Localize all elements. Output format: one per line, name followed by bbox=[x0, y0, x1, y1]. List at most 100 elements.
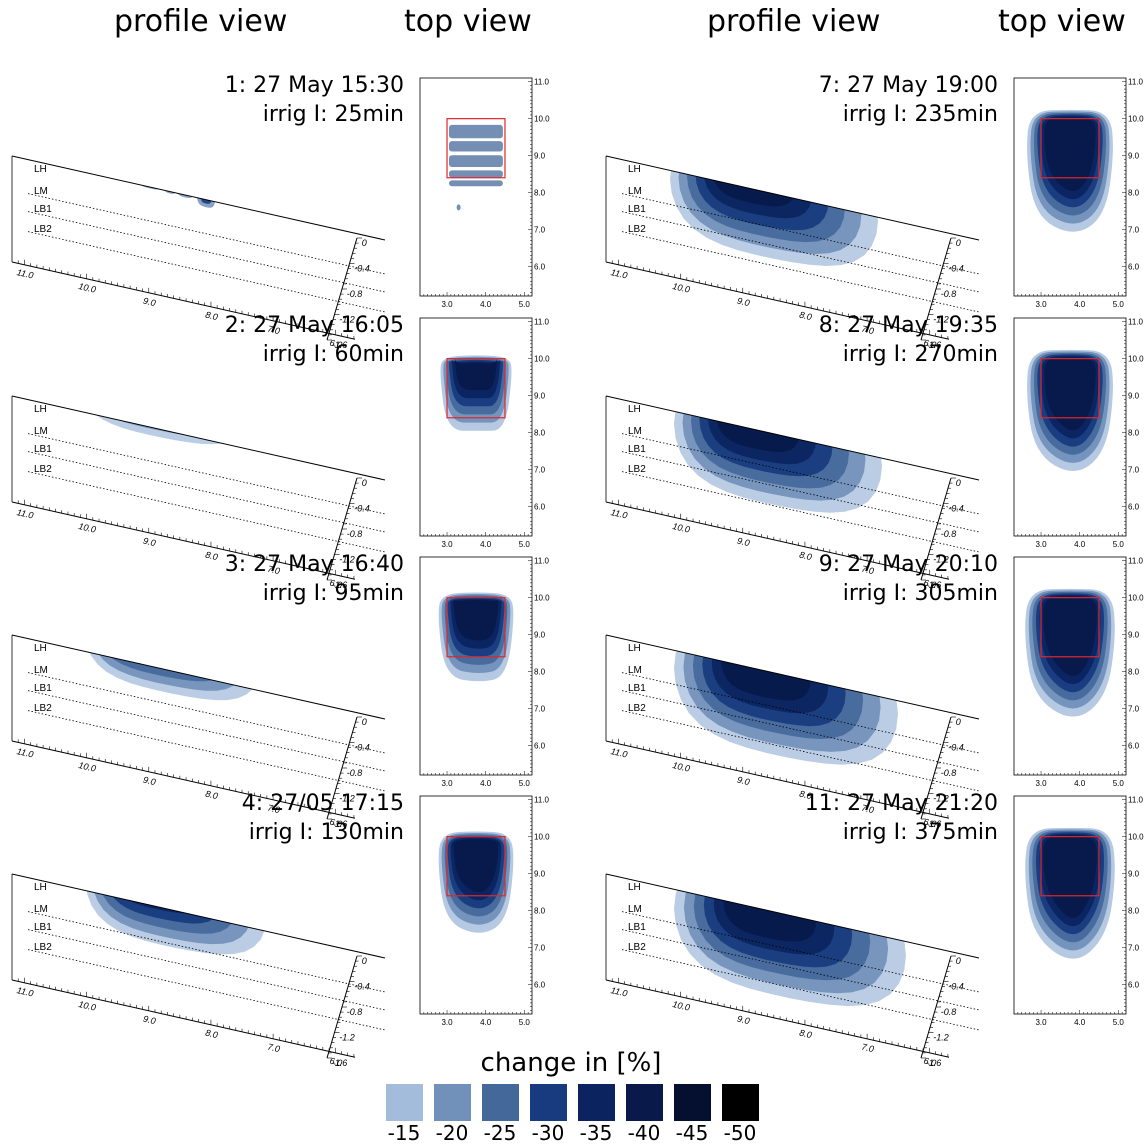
header-profile-view-left: profile view bbox=[114, 4, 288, 39]
irrigation-area-box bbox=[446, 836, 506, 897]
profile-depth-tick-label: -1.6 bbox=[926, 580, 942, 590]
top-x-tick-label: 5.0 bbox=[1113, 779, 1125, 788]
top-y-tick-label: 9.0 bbox=[1128, 152, 1140, 161]
top-y-tick-label: 7.0 bbox=[534, 943, 546, 952]
layer-boundary bbox=[27, 949, 386, 1031]
top-x-tick-label: 4.0 bbox=[1074, 779, 1086, 788]
profile-plume bbox=[674, 635, 898, 765]
top-y-tick-label: 9.0 bbox=[1128, 392, 1140, 401]
plume-contour bbox=[448, 141, 503, 152]
top-x-tick-label: 5.0 bbox=[519, 1018, 531, 1027]
top-y-tick-label: 11.0 bbox=[534, 557, 550, 566]
profile-depth-tick-label: -0.4 bbox=[354, 743, 370, 753]
profile-surface-line bbox=[605, 634, 980, 720]
plume-contour bbox=[448, 124, 503, 139]
profile-x-tick-label: 8.0 bbox=[204, 789, 218, 802]
profile-x-tick-label: 6.0 bbox=[329, 578, 343, 591]
top-y-tick-label: 6.0 bbox=[1128, 980, 1140, 989]
top-x-tick-label: 5.0 bbox=[1113, 540, 1125, 549]
layer-boundary bbox=[27, 929, 386, 1011]
layer-label-lb2: LB2 bbox=[34, 703, 52, 714]
profile-x-tick-label: 9.0 bbox=[142, 536, 156, 549]
layer-label-lm: LM bbox=[628, 904, 642, 915]
profile-depth-tick-label: -1.2 bbox=[339, 794, 355, 804]
top-x-tick-label: 4.0 bbox=[1074, 540, 1086, 549]
layer-boundary bbox=[621, 211, 980, 293]
plume-contour bbox=[453, 838, 499, 893]
profile-depth-tick-label: -0.8 bbox=[941, 1007, 957, 1017]
profile-surface-line bbox=[11, 634, 386, 720]
layer-label-lh: LH bbox=[34, 164, 47, 175]
irrigation-area-box bbox=[446, 597, 506, 658]
layer-boundary bbox=[621, 193, 980, 275]
profile-depth-tick-label: -0.4 bbox=[948, 264, 964, 274]
top-y-tick-label: 7.0 bbox=[1128, 943, 1140, 952]
profile-x-tick-label: 8.0 bbox=[204, 310, 218, 323]
legend-swatch bbox=[674, 1084, 711, 1121]
profile-surface-line bbox=[11, 395, 386, 481]
panel-irrig-7: irrig I: 305min bbox=[843, 581, 998, 606]
profile-plume bbox=[86, 635, 258, 701]
profile-x-tick-label: 8.0 bbox=[798, 310, 812, 323]
legend-label: -15 bbox=[387, 1121, 421, 1145]
legend-swatch bbox=[722, 1084, 759, 1121]
irrigation-area-box bbox=[1040, 597, 1100, 658]
profile-x-tick-label: 9.0 bbox=[736, 536, 750, 549]
profile-x-tick-label: 7.0 bbox=[861, 564, 875, 577]
top-y-tick-label: 6.0 bbox=[1128, 262, 1140, 271]
panel-title-2: 2: 27 May 16:05 bbox=[225, 313, 404, 338]
top-y-tick-label: 7.0 bbox=[534, 704, 546, 713]
layer-boundary bbox=[27, 193, 386, 275]
top-y-tick-label: 8.0 bbox=[1128, 668, 1140, 677]
plume-contour bbox=[1044, 117, 1096, 192]
profile-x-tick-label: 10.0 bbox=[78, 999, 97, 1013]
top-x-tick-label: 3.0 bbox=[1035, 779, 1047, 788]
profile-depth-tick-label: 0 bbox=[362, 238, 367, 248]
profile-x-tick-label: 6.0 bbox=[329, 338, 343, 351]
top-y-tick-label: 11.0 bbox=[534, 78, 550, 87]
layer-label-lm: LM bbox=[628, 665, 642, 676]
profile-depth-tick-label: -0.8 bbox=[941, 289, 957, 299]
profile-x-tick-label: 9.0 bbox=[142, 296, 156, 309]
profile-x-tick-label: 10.0 bbox=[78, 281, 97, 295]
profile-x-tick-label: 11.0 bbox=[610, 267, 629, 280]
legend-swatch bbox=[530, 1084, 567, 1121]
layer-boundary bbox=[621, 231, 980, 313]
irrigation-area-box bbox=[446, 118, 506, 179]
top-view-plume bbox=[438, 592, 514, 682]
profile-view-panel-3: LH LM LB1 LB2 11.0 10.0 9.0 8.0 7.0 6.0 0 -0.4 -0.8 -… bbox=[11, 552, 404, 829]
top-y-tick-label: 10.0 bbox=[534, 594, 550, 603]
plume-contour bbox=[84, 396, 240, 445]
header-top-view-right: top view bbox=[998, 4, 1126, 39]
plume-contour bbox=[109, 165, 141, 183]
profile-depth-tick-label: -0.4 bbox=[948, 743, 964, 753]
profile-x-tick-label: 11.0 bbox=[16, 267, 35, 280]
layer-boundary bbox=[27, 672, 386, 754]
plume-contour bbox=[1043, 835, 1097, 918]
profile-x-tick-label: 7.0 bbox=[267, 1042, 281, 1055]
layer-boundary bbox=[621, 471, 980, 553]
top-y-tick-label: 10.0 bbox=[534, 115, 550, 124]
plume-contour bbox=[454, 358, 498, 391]
layer-boundary bbox=[621, 949, 980, 1031]
top-y-tick-label: 10.0 bbox=[1128, 833, 1144, 842]
layer-label-lm: LM bbox=[34, 904, 48, 915]
legend-label: -40 bbox=[627, 1121, 661, 1145]
profile-x-tick-label: 7.0 bbox=[267, 324, 281, 337]
top-view-panel-4: 11.0 10.0 9.0 8.0 7.0 6.0 3.0 4.0 5.0 bbox=[419, 795, 550, 1027]
layer-label-lm: LM bbox=[34, 426, 48, 437]
top-y-tick-label: 8.0 bbox=[1128, 429, 1140, 438]
top-y-tick-label: 8.0 bbox=[534, 189, 546, 198]
top-x-tick-label: 4.0 bbox=[480, 300, 492, 309]
top-y-tick-label: 9.0 bbox=[1128, 870, 1140, 879]
layer-label-lb2: LB2 bbox=[34, 224, 52, 235]
profile-x-tick-label: 8.0 bbox=[798, 1028, 812, 1041]
profile-x-tick-label: 9.0 bbox=[736, 296, 750, 309]
profile-depth-tick-label: -1.2 bbox=[933, 794, 949, 804]
top-x-tick-label: 4.0 bbox=[1074, 1018, 1086, 1027]
plume-contour bbox=[1043, 596, 1097, 676]
top-y-tick-label: 6.0 bbox=[1128, 741, 1140, 750]
panel-title-8: 11: 27 May 21:20 bbox=[805, 791, 998, 816]
profile-plume bbox=[109, 165, 215, 208]
header-top-view-left: top view bbox=[404, 4, 532, 39]
